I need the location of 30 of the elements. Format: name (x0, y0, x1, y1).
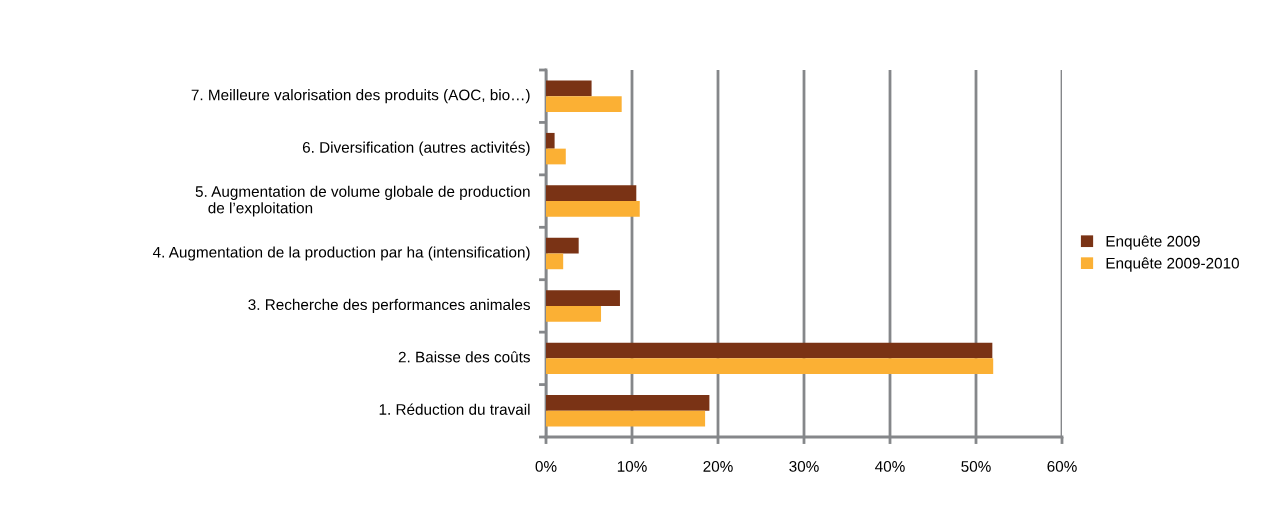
bar (546, 132, 555, 149)
bar (546, 305, 602, 322)
x-tick-label: 40% (875, 461, 905, 472)
legend-label: Enquête 2009-2010 (1106, 257, 1239, 272)
legend-label: Enquête 2009 (1106, 235, 1200, 250)
bar (546, 395, 710, 411)
bar (546, 253, 564, 270)
y-tick-label: 5. Augmentation de volume globale de production de l’exploitation (195, 185, 530, 217)
bar (546, 201, 640, 217)
bar (546, 358, 994, 375)
bar (546, 342, 993, 359)
y-tick-label: 6. Diversification (autres activités) (302, 141, 530, 156)
x-tick-label: 10% (617, 461, 647, 472)
y-tick-label: 3. Recherche des performances animales (248, 298, 530, 314)
y-tick-label: 1. Réduction du travail (379, 403, 530, 415)
bar (546, 290, 620, 306)
bar (546, 96, 622, 112)
bar (546, 410, 706, 427)
y-tick-label: 2. Baisse des coûts (398, 351, 530, 363)
x-tick-label: 30% (789, 461, 819, 472)
bar (546, 185, 637, 202)
x-tick-label: 50% (961, 461, 991, 472)
bar (546, 237, 579, 254)
y-tick-label: 7. Meilleure valorisation des produits (AOC, bio…) (191, 89, 530, 104)
x-tick-label: 20% (703, 461, 733, 472)
x-tick-label: 60% (1047, 461, 1077, 472)
x-tick-label: 0% (535, 461, 557, 472)
bar (546, 148, 566, 165)
y-tick-label: 4. Augmentation de la production par ha (intensification) (152, 246, 530, 261)
bar (546, 80, 592, 97)
